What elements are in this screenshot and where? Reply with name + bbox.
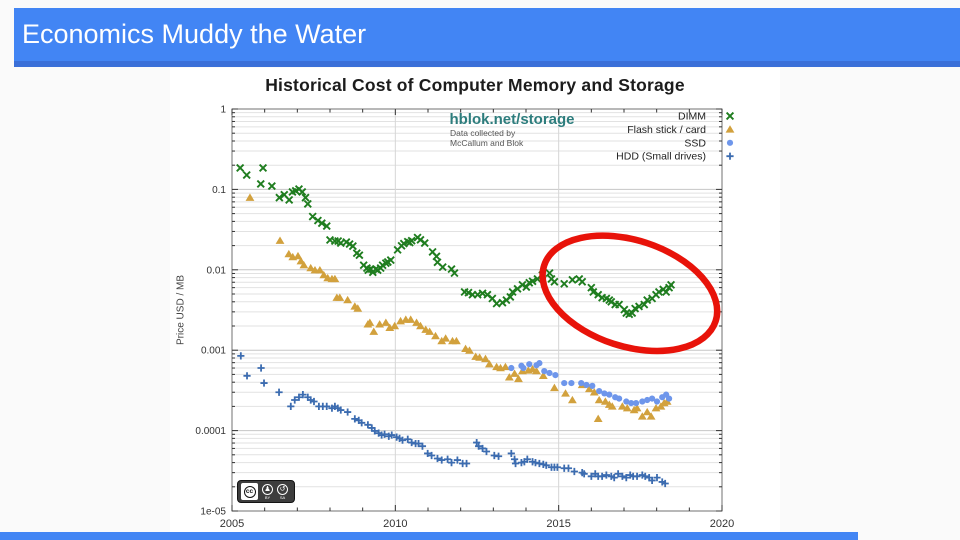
legend-label-dimm: DIMM <box>678 111 706 123</box>
series-dimm <box>236 163 676 319</box>
sa-label: SA <box>279 494 286 500</box>
y-tick-label: 1 <box>220 105 226 116</box>
gridlines <box>233 110 721 510</box>
y-tick-label: 1e-05 <box>200 507 226 518</box>
chart-panel: Historical Cost of Computer Memory and S… <box>170 68 780 532</box>
watermark-site: hblok.net/storage <box>449 111 575 128</box>
page-title: Economics Muddy the Water <box>22 19 367 49</box>
cc-license-badge: cc ♟ BY ↺ SA <box>237 480 295 503</box>
y-tick-label: 0.1 <box>212 185 226 196</box>
x-tick-label: 2020 <box>710 518 734 530</box>
cc-icon: cc <box>243 485 256 498</box>
legend-label-flash-stick-card: Flash stick / card <box>627 124 706 136</box>
footer-accent-bar <box>0 532 858 540</box>
y-tick-label: 0.01 <box>207 265 227 276</box>
series-hdd-small-drives <box>237 352 669 488</box>
x-tick-label: 2005 <box>220 518 244 530</box>
watermark-credit-line2: McCallum and Blok <box>450 137 524 148</box>
y-axis-title: Price USD / MB <box>175 274 187 346</box>
x-tick-label: 2010 <box>383 518 407 530</box>
x-tick-label: 2015 <box>546 518 570 530</box>
y-tick-label: 0.001 <box>201 346 226 357</box>
watermark-credit-line1: Data collected by <box>450 128 516 138</box>
annotation-ellipse <box>539 232 721 355</box>
legend-label-ssd: SSD <box>684 137 706 149</box>
by-label: BY <box>264 494 271 500</box>
title-bar: Economics Muddy the Water <box>14 8 960 67</box>
series-ssd <box>508 360 673 407</box>
y-tick-label: 0.0001 <box>195 426 226 437</box>
attribution-person-icon: ♟ <box>262 483 273 495</box>
axis-ticks <box>231 108 723 512</box>
share-alike-arrow-icon: ↺ <box>277 483 288 495</box>
chart-title: Historical Cost of Computer Memory and S… <box>265 75 685 95</box>
plot-border <box>231 108 723 512</box>
legend-label-hdd-small-drives: HDD (Small drives) <box>616 151 706 163</box>
series-flash-stick-card <box>245 193 672 423</box>
